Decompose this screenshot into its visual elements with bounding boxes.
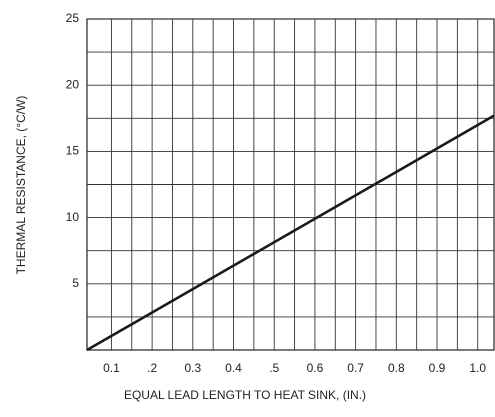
y-tick-label: 5 (72, 276, 79, 290)
x-tick-label: 0.8 (388, 361, 405, 375)
x-axis-title: EQUAL LEAD LENGTH TO HEAT SINK, (IN.) (124, 388, 366, 402)
x-tick-label: .5 (269, 361, 279, 375)
x-tick-label: .2 (147, 361, 157, 375)
x-tick-label: 0.9 (429, 361, 446, 375)
y-axis-title: THERMAL RESISTANCE, (°C/W) (14, 96, 28, 275)
x-tick-label: 1.0 (469, 361, 486, 375)
data-line (86, 114, 495, 352)
y-tick-label: 10 (66, 210, 80, 224)
y-tick-label: 20 (66, 77, 80, 91)
y-tick-label: 15 (66, 144, 80, 158)
x-tick-label: 0.3 (184, 361, 201, 375)
x-tick-label: 0.4 (225, 361, 242, 375)
y-tick-label: 25 (66, 11, 80, 25)
x-tick-label: 0.6 (307, 361, 324, 375)
x-tick-label: 0.7 (347, 361, 364, 375)
x-tick-label: 0.1 (103, 361, 120, 375)
